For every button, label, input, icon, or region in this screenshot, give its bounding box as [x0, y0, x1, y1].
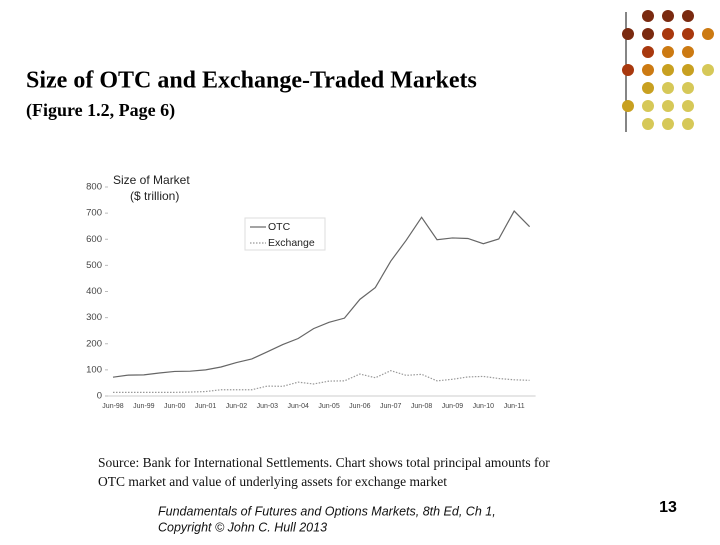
legend-box	[244, 217, 326, 251]
y-tick-label: 100	[86, 364, 102, 375]
x-tick-label: Jun-08	[411, 403, 433, 410]
source-note: OTC market and value of underlying asset…	[98, 474, 447, 489]
dot	[622, 28, 634, 40]
x-tick-label: Jun-06	[349, 403, 371, 410]
x-tick-label: Jun-03	[257, 403, 279, 410]
x-tick-label: Jun-99	[133, 403, 155, 410]
y-tick-label: 600	[86, 234, 102, 245]
dot	[682, 28, 694, 40]
chart: 0 100 200 300 400 500 600 700 800 Jun-98 Jun-99 Jun…	[86, 182, 536, 410]
x-tick-label: Jun-01	[195, 403, 217, 410]
dot	[662, 46, 674, 58]
dot	[662, 64, 674, 76]
dot	[662, 82, 674, 94]
footer: Copyright © John C. Hull 2013	[158, 520, 327, 534]
dot	[682, 46, 694, 58]
dot	[682, 100, 694, 112]
slide-title: Size of OTC and Exchange-Traded Markets	[26, 68, 477, 94]
series-line	[113, 370, 530, 393]
dot	[662, 28, 674, 40]
x-tick-label: Jun-02	[226, 403, 248, 410]
dot	[622, 64, 634, 76]
x-tick-label: Jun-00	[164, 403, 186, 410]
legend-label: OTC	[268, 221, 291, 233]
y-tick-label: 0	[97, 391, 102, 402]
x-tick-label: Jun-10	[473, 403, 495, 410]
y-tick-label: 700	[86, 208, 102, 219]
dot	[662, 100, 674, 112]
dot	[642, 46, 654, 58]
y-tick-label: 200	[86, 338, 102, 349]
dot	[642, 82, 654, 94]
y-tick-label: 800	[86, 182, 102, 193]
dot	[642, 10, 654, 22]
footer: Fundamentals of Futures and Options Mark…	[158, 504, 496, 518]
y-axis-title: Size of Market	[113, 173, 190, 187]
series-line	[112, 210, 531, 378]
slide-subtitle: (Figure 1.2, Page 6)	[26, 100, 175, 121]
x-tick-label: Jun-98	[102, 403, 124, 410]
x-tick-label: Jun-11	[504, 403, 525, 410]
dot	[642, 118, 654, 130]
decoration	[622, 10, 714, 132]
dot	[662, 10, 674, 22]
y-tick-label: 300	[86, 312, 102, 323]
dot	[682, 118, 694, 130]
legend-label: Exchange	[268, 237, 315, 249]
dot	[642, 100, 654, 112]
dot	[702, 64, 714, 76]
dot	[682, 82, 694, 94]
dot	[662, 118, 674, 130]
source-note: Source: Bank for International Settlemen…	[98, 455, 550, 470]
x-tick-label: Jun-05	[318, 403, 340, 410]
y-axis-title: ($ trillion)	[130, 189, 179, 203]
dot	[642, 64, 654, 76]
y-tick-label: 400	[86, 286, 102, 297]
dot	[642, 28, 654, 40]
dot	[682, 10, 694, 22]
dot	[682, 64, 694, 76]
x-tick-label: Jun-07	[380, 403, 402, 410]
x-tick-label: Jun-09	[442, 403, 464, 410]
dot	[702, 28, 714, 40]
y-tick-label: 500	[86, 260, 102, 271]
dot	[622, 100, 634, 112]
x-tick-label: Jun-04	[287, 403, 309, 410]
page-number: 13	[659, 499, 677, 516]
